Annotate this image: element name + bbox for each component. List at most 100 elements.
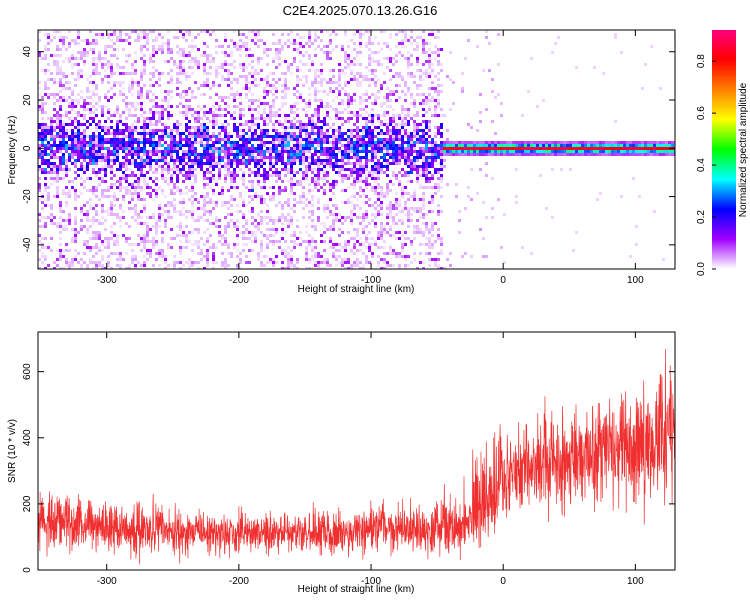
heatmap-cell [383, 267, 386, 269]
heatmap-cell [272, 99, 275, 102]
heatmap-cell [443, 147, 446, 150]
heatmap-cell [164, 162, 167, 165]
heatmap-cell [137, 126, 140, 129]
heatmap-cell [344, 216, 347, 219]
heatmap-cell [326, 159, 329, 162]
heatmap-cell [257, 213, 260, 216]
heatmap-cell [392, 90, 395, 93]
heatmap-cell [86, 228, 89, 231]
heatmap-cell [131, 135, 134, 138]
heatmap-cell [365, 132, 368, 135]
heatmap-cell [86, 162, 89, 165]
heatmap-cell [440, 114, 443, 117]
heatmap-cell [263, 129, 266, 132]
heatmap-cell [74, 42, 77, 45]
heatmap-cell [302, 129, 305, 132]
heatmap-cell [116, 243, 119, 246]
heatmap-cell [431, 144, 434, 147]
heatmap-cell [344, 30, 347, 33]
heatmap-cell [260, 195, 263, 198]
heatmap-cell [185, 99, 188, 102]
heatmap-cell [233, 156, 236, 159]
heatmap-cell [170, 132, 173, 135]
heatmap-cell [236, 165, 239, 168]
heatmap-cell [359, 207, 362, 210]
heatmap-cell [260, 129, 263, 132]
heatmap-cell [143, 33, 146, 36]
heatmap-cell [305, 105, 308, 108]
heatmap-cell [197, 156, 200, 159]
heatmap-cell [356, 81, 359, 84]
heatmap-cell [80, 54, 83, 57]
heatmap-cell [365, 144, 368, 147]
heatmap-cell [101, 156, 104, 159]
heatmap-cell [326, 129, 329, 132]
heatmap-cell [173, 210, 176, 213]
heatmap-cell [242, 234, 245, 237]
heatmap-cell [359, 237, 362, 240]
heatmap-cell [368, 159, 371, 162]
heatmap-cell [188, 132, 191, 135]
heatmap-cell [308, 132, 311, 135]
heatmap-cell [314, 48, 317, 51]
heatmap-cell [401, 156, 404, 159]
heatmap-cell [83, 147, 86, 150]
heatmap-cell [188, 168, 191, 171]
heatmap-cell [68, 144, 71, 147]
heatmap-cell [362, 33, 365, 36]
heatmap-cell [65, 123, 68, 126]
heatmap-cell [377, 192, 380, 195]
heatmap-cell [437, 84, 440, 87]
heatmap-cell [230, 195, 233, 198]
heatmap-cell [131, 192, 134, 195]
heatmap-cell [281, 237, 284, 240]
heatmap-cell [401, 222, 404, 225]
heatmap-cell [65, 204, 68, 207]
heatmap-cell [347, 156, 350, 159]
heatmap-cell [71, 153, 74, 156]
heatmap-cell [368, 69, 371, 72]
heatmap-cell [53, 180, 56, 183]
heatmap-cell [92, 93, 95, 96]
heatmap-cell [356, 78, 359, 81]
heatmap-cell [413, 123, 416, 126]
heatmap-cell [182, 138, 185, 141]
heatmap-cell [431, 243, 434, 246]
heatmap-cell [197, 165, 200, 168]
heatmap-cell [149, 60, 152, 63]
heatmap-cell [233, 105, 236, 108]
heatmap-cell [416, 114, 419, 117]
heatmap-cell [173, 159, 176, 162]
heatmap-cell [44, 186, 47, 189]
heatmap-cell [410, 144, 413, 147]
heatmap-cell [188, 87, 191, 90]
heatmap-cell [140, 108, 143, 111]
heatmap-cell [356, 147, 359, 150]
heatmap-cell [440, 180, 443, 183]
heatmap-cell [413, 129, 416, 132]
heatmap-cell [59, 129, 62, 132]
heatmap-cell [422, 78, 425, 81]
heatmap-cell [152, 72, 155, 75]
heatmap-cell [449, 141, 452, 144]
heatmap-cell [179, 69, 182, 72]
heatmap-cell [371, 237, 374, 240]
heatmap-cell [170, 81, 173, 84]
heatmap-cell [248, 180, 251, 183]
heatmap-cell [296, 42, 299, 45]
heatmap-cell [302, 240, 305, 243]
heatmap-cell [389, 129, 392, 132]
heatmap-cell [218, 141, 221, 144]
heatmap-cell [437, 189, 440, 192]
heatmap-cell [365, 261, 368, 264]
heatmap-cell [59, 162, 62, 165]
heatmap-cell [398, 30, 401, 33]
heatmap-cell [50, 147, 53, 150]
heatmap-cell [41, 168, 44, 171]
heatmap-cell [356, 204, 359, 207]
heatmap-cell [305, 141, 308, 144]
heatmap-cell [230, 252, 233, 255]
heatmap-cell [95, 33, 98, 36]
heatmap-cell [374, 126, 377, 129]
heatmap-cell [110, 168, 113, 171]
